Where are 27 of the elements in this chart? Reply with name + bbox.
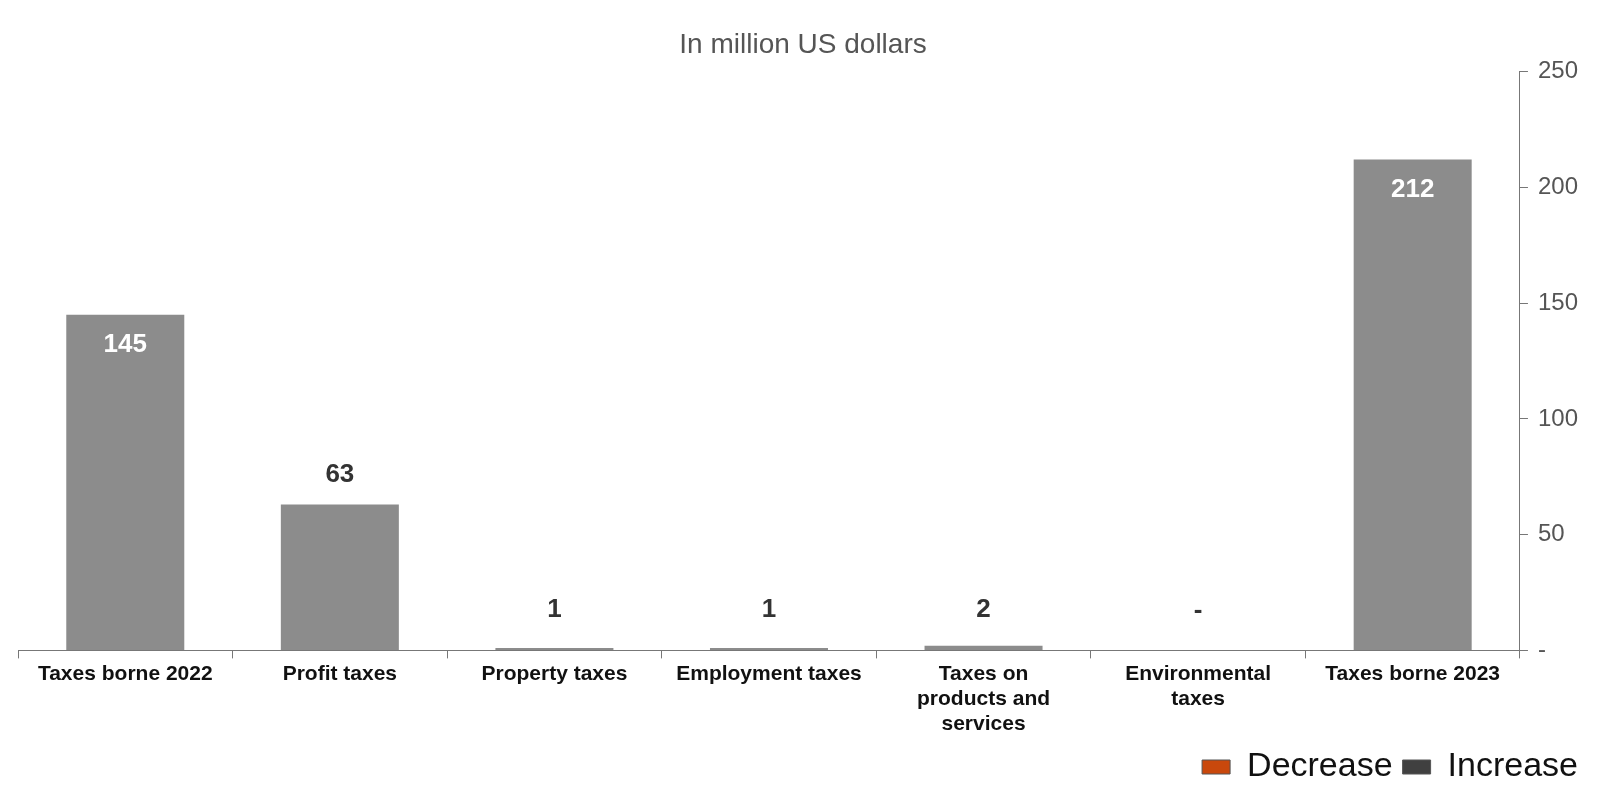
y-tick-label: 250: [1537, 56, 1578, 84]
data-label: 1: [761, 593, 777, 624]
chart-title: In million US dollars: [679, 27, 927, 59]
y-tick-label: 150: [1537, 287, 1578, 315]
data-label: 1: [547, 593, 562, 624]
legend-label: Decrease: [1247, 745, 1393, 784]
bar: [280, 504, 399, 650]
bar: [66, 314, 185, 650]
y-tick-label: 100: [1537, 403, 1578, 431]
data-label: 145: [103, 327, 147, 358]
data-label: -: [1193, 593, 1203, 624]
x-tick-label: Taxes borne 2022: [37, 660, 213, 684]
data-label: 212: [1390, 172, 1435, 203]
y-tick-label: 200: [1537, 171, 1578, 199]
x-tick-label: Profit taxes: [282, 660, 398, 684]
y-tick-label: -: [1537, 635, 1546, 663]
y-tick-label: 50: [1537, 519, 1565, 547]
x-tick-label: Taxes on products and services: [917, 660, 1051, 735]
legend-label: Increase: [1447, 745, 1578, 784]
data-label: 2: [976, 593, 991, 624]
x-tick-label: Environmental taxes: [1125, 660, 1272, 709]
data-label: 63: [325, 457, 355, 488]
bar: [924, 645, 1043, 650]
x-tick-label: Property taxes: [481, 660, 628, 684]
x-tick-label: Taxes borne 2023: [1325, 660, 1501, 684]
bar: [1353, 159, 1472, 650]
x-tick-label: Employment taxes: [676, 660, 862, 684]
